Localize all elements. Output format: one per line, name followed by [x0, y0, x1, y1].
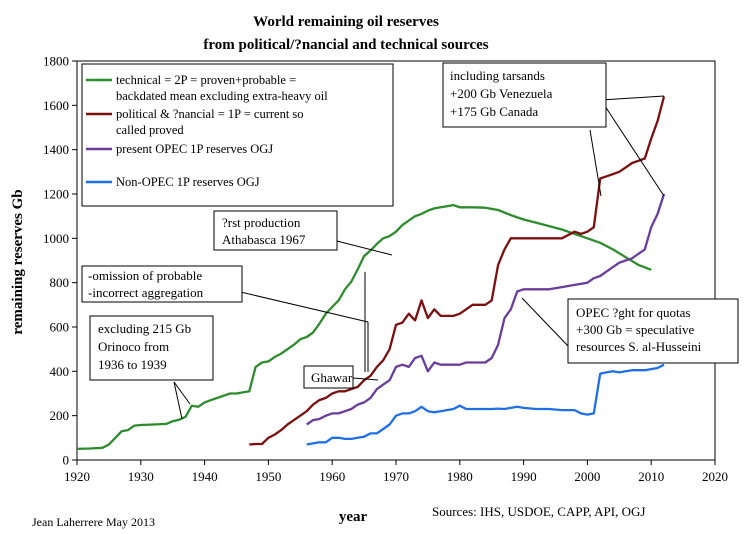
y-tick-label: 200: [50, 408, 70, 423]
legend-label-opec: present OPEC 1P reserves OGJ: [116, 142, 273, 156]
arrow-tarsands-c: [600, 99, 665, 197]
arrow-orinoco-a: [173, 381, 183, 420]
legend-label-political: political & ?nancial = 1P = current so ca…: [116, 107, 304, 137]
y-tick-label: 400: [50, 364, 70, 379]
sources-note: Sources: IHS, USDOE, CAPP, API, OGJ: [432, 504, 645, 519]
legend-label-technical: technical = 2P = proven+probable = backda…: [116, 73, 328, 103]
y-tick-label: 1600: [43, 98, 69, 113]
svg-text:Ghawar: Ghawar: [311, 370, 353, 385]
series-technical-line: [76, 203, 652, 451]
x-tick-label: 1990: [511, 469, 537, 484]
legend: technical = 2P = proven+probable = backda…: [81, 63, 394, 207]
x-tick-label: 1950: [255, 469, 281, 484]
y-tick-label: 1800: [43, 54, 69, 69]
x-tick-label: 1940: [192, 469, 218, 484]
x-tick-label: 1930: [128, 469, 154, 484]
arrow-omission-a: [231, 289, 369, 323]
annotation-tarsands: including tarsands +200 Gb Venezuela +175 …: [442, 62, 607, 128]
author-credit: Jean Laherrere May 2013: [32, 515, 155, 529]
svg-text:OPEC ?ght for quotas+300 Gb =: OPEC ?ght for quotas +300 Gb = speculativ…: [576, 305, 702, 354]
y-tick-label: 0: [63, 453, 70, 468]
y-tick-label: 800: [50, 275, 70, 290]
svg-text:including tarsands+200 Gb Vene: including tarsands +200 Gb Venezuela +175 …: [450, 68, 553, 119]
annotation-arrows: [173, 95, 665, 420]
x-axis-label: year: [339, 509, 368, 525]
axis-ticks: 1920 1930 1940 1950 1960 1970 1980 1990 2000 2010…: [43, 54, 728, 485]
legend-box: [81, 63, 394, 207]
x-tick-label: 1920: [64, 469, 90, 484]
y-tick-label: 1200: [43, 187, 69, 202]
annotation-orinoco: excluding 215 Gb Orinoco from 1936 to 1939: [89, 315, 214, 381]
y-tick-label: 1400: [43, 142, 69, 157]
arrow-ghawar: [352, 377, 379, 381]
x-tick-label: 1960: [319, 469, 345, 484]
x-tick-label: 2010: [638, 469, 664, 484]
chart-title: World remaining oil reserves: [253, 14, 439, 30]
arrow-tarsands-a: [600, 95, 665, 101]
annotation-athabasca: ?rst production Athabasca 1967: [213, 210, 338, 251]
x-tick-label: 2020: [702, 469, 728, 484]
annotation-ghawar: Ghawar: [303, 365, 354, 389]
series-non-opec-line: [306, 363, 665, 446]
x-tick-label: 2000: [574, 469, 600, 484]
chart-subtitle: from political/?nancial and technical so…: [203, 37, 488, 53]
series-opec-line: [306, 193, 666, 426]
x-tick-label: 1980: [447, 469, 473, 484]
arrow-orinoco-b: [173, 381, 191, 405]
series-layer: [76, 96, 666, 451]
x-tick-label: 1970: [383, 469, 409, 484]
y-tick-label: 600: [50, 320, 70, 335]
annotation-opec-quotas: OPEC ?ght for quotas +300 Gb = speculativ…: [567, 298, 739, 364]
svg-text:-omission of probable-incorrec: -omission of probable -incorrect aggregat…: [88, 268, 204, 300]
arrow-athabasca: [332, 239, 393, 256]
y-tick-label: 1000: [43, 231, 69, 246]
annotation-omission: -omission of probable -incorrect aggregat…: [81, 265, 243, 303]
arrow-opec-quotas: [521, 297, 569, 347]
y-axis-label: remaining reserves Gb: [10, 189, 26, 334]
legend-label-non-opec: Non-OPEC 1P reserves OGJ: [116, 175, 260, 189]
arrow-tarsands-b: [589, 129, 602, 197]
